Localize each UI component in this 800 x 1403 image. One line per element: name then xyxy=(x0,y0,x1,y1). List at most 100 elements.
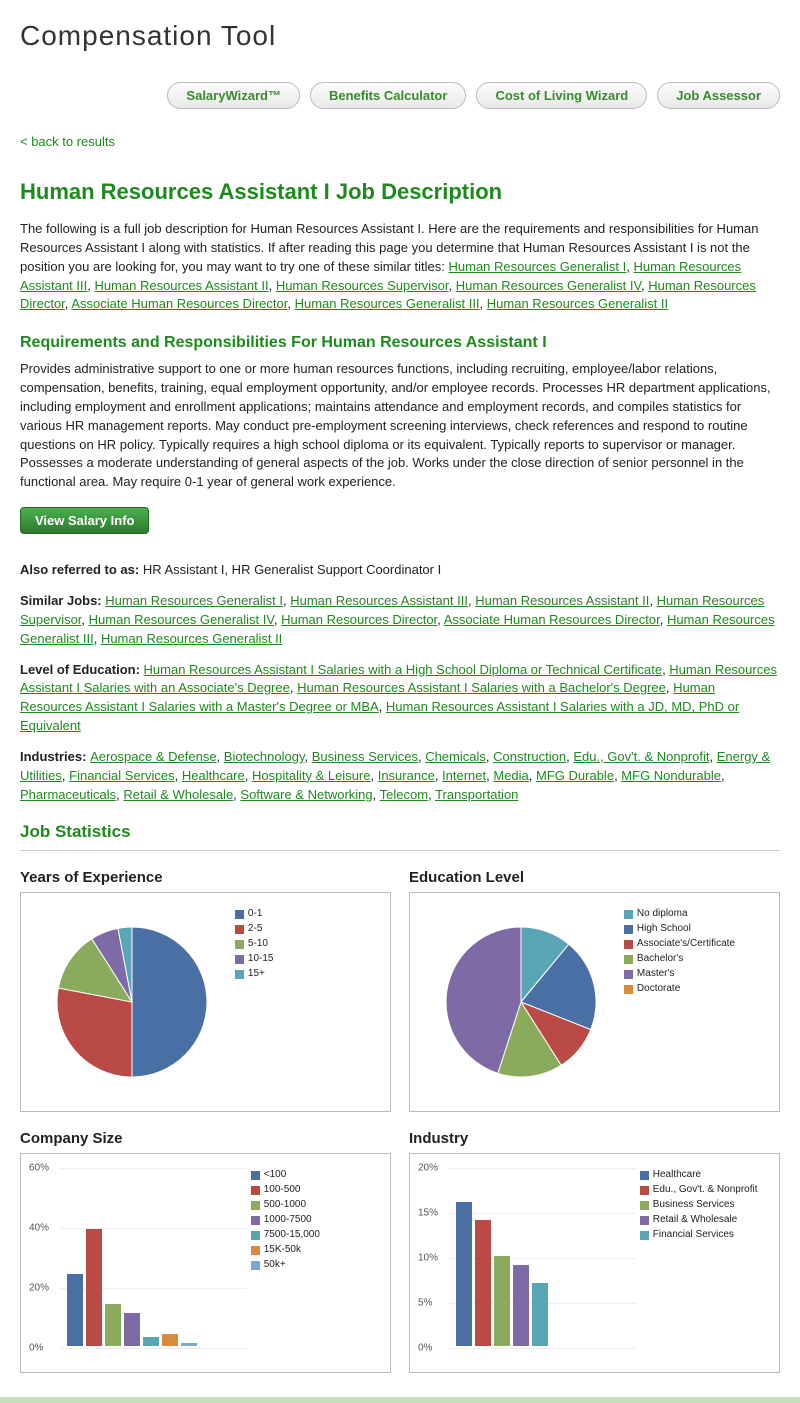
legend-row: 0-1 xyxy=(235,907,382,921)
legend-label: 100-500 xyxy=(264,1183,301,1197)
link[interactable]: Chemicals xyxy=(425,749,486,764)
legend-label: Edu., Gov't. & Nonprofit xyxy=(653,1183,758,1197)
legend-swatch xyxy=(235,910,244,919)
legend-label: Business Services xyxy=(653,1198,735,1212)
link[interactable]: Insurance xyxy=(378,768,435,783)
back-link[interactable]: < back to results xyxy=(20,134,115,149)
legend-row: 15+ xyxy=(235,967,382,981)
legend-swatch xyxy=(235,940,244,949)
requirements-heading: Requirements and Responsibilities For Hu… xyxy=(20,334,780,352)
intro-link[interactable]: Human Resources Assistant II xyxy=(94,278,268,293)
intro-link[interactable]: Human Resources Generalist II xyxy=(487,296,668,311)
y-axis-label: 15% xyxy=(418,1208,438,1219)
link[interactable]: Telecom xyxy=(380,787,428,802)
link[interactable]: Human Resources Generalist I xyxy=(105,593,283,608)
link[interactable]: Human Resources Assistant I Salaries wit… xyxy=(297,680,666,695)
link[interactable]: Retail & Wholesale xyxy=(123,787,233,802)
intro-link[interactable]: Human Resources Supervisor xyxy=(276,278,449,293)
legend-row: Doctorate xyxy=(624,982,771,996)
bar xyxy=(456,1202,472,1346)
y-axis-label: 5% xyxy=(418,1298,432,1309)
legend-label: Healthcare xyxy=(653,1168,701,1182)
link[interactable]: Biotechnology xyxy=(224,749,305,764)
legend-row: 2-5 xyxy=(235,922,382,936)
link[interactable]: Business Services xyxy=(312,749,418,764)
bars-row xyxy=(67,1168,245,1346)
link[interactable]: Human Resources Generalist II xyxy=(101,631,282,646)
y-axis-label: 20% xyxy=(418,1163,438,1174)
bar xyxy=(181,1343,197,1346)
legend-label: 50k+ xyxy=(264,1258,286,1272)
legend-swatch xyxy=(251,1171,260,1180)
link[interactable]: Media xyxy=(493,768,528,783)
legend-row: 5-10 xyxy=(235,937,382,951)
link[interactable]: Human Resources Director xyxy=(281,612,437,627)
nav-pill-2[interactable]: Cost of Living Wizard xyxy=(476,82,647,109)
legend-swatch xyxy=(624,970,633,979)
legend-label: 7500-15,000 xyxy=(264,1228,320,1242)
legend-swatch xyxy=(251,1186,260,1195)
legend-row: Business Services xyxy=(640,1198,771,1212)
nav-pill-3[interactable]: Job Assessor xyxy=(657,82,780,109)
link[interactable]: Healthcare xyxy=(182,768,245,783)
similar-jobs-block: Similar Jobs: Human Resources Generalist… xyxy=(20,592,780,649)
view-salary-button[interactable]: View Salary Info xyxy=(20,507,149,534)
stats-heading: Job Statistics xyxy=(20,822,780,842)
pie-slice xyxy=(132,927,207,1077)
legend-swatch xyxy=(235,970,244,979)
legend-row: 1000-7500 xyxy=(251,1213,382,1227)
legend-label: Associate's/Certificate xyxy=(637,937,735,951)
education-block: Level of Education: Human Resources Assi… xyxy=(20,661,780,736)
intro-link[interactable]: Human Resources Generalist IV xyxy=(456,278,641,293)
link[interactable]: Construction xyxy=(493,749,566,764)
bar xyxy=(513,1265,529,1346)
link[interactable]: Transportation xyxy=(435,787,518,802)
legend-swatch xyxy=(640,1171,649,1180)
link[interactable]: Human Resources Generalist IV xyxy=(89,612,274,627)
intro-link[interactable]: Associate Human Resources Director xyxy=(71,296,287,311)
legend-row: Associate's/Certificate xyxy=(624,937,771,951)
link[interactable]: Associate Human Resources Director xyxy=(444,612,660,627)
link[interactable]: Human Resources Assistant I Salaries wit… xyxy=(144,662,663,677)
y-axis-label: 20% xyxy=(29,1283,49,1294)
legend-swatch xyxy=(251,1216,260,1225)
chart-company-size: Company Size 0%20%40%60%<100100-500500-1… xyxy=(20,1130,391,1373)
link[interactable]: Financial Services xyxy=(69,768,175,783)
link[interactable]: Hospitality & Leisure xyxy=(252,768,371,783)
link[interactable]: Pharmaceuticals xyxy=(20,787,116,802)
aka-value: HR Assistant I, HR Generalist Support Co… xyxy=(139,562,441,577)
legend-label: Financial Services xyxy=(653,1228,734,1242)
page-title: Compensation Tool xyxy=(20,20,780,52)
legend-row: High School xyxy=(624,922,771,936)
link[interactable]: Human Resources Assistant III xyxy=(290,593,468,608)
link[interactable]: Human Resources Assistant II xyxy=(475,593,649,608)
intro-link[interactable]: Human Resources Generalist I xyxy=(449,259,627,274)
link[interactable]: Internet xyxy=(442,768,486,783)
intro-paragraph: The following is a full job description … xyxy=(20,220,780,314)
y-axis-label: 60% xyxy=(29,1163,49,1174)
gridline xyxy=(59,1348,247,1349)
legend-row: Bachelor's xyxy=(624,952,771,966)
legend-swatch xyxy=(640,1231,649,1240)
link[interactable]: Software & Networking xyxy=(240,787,372,802)
link[interactable]: Edu., Gov't. & Nonprofit xyxy=(573,749,709,764)
chart-title: Years of Experience xyxy=(20,869,391,886)
bar xyxy=(86,1229,102,1346)
footer-strip xyxy=(0,1397,800,1403)
nav-pill-0[interactable]: SalaryWizard™ xyxy=(167,82,300,109)
legend-label: 2-5 xyxy=(248,922,262,936)
pie-svg xyxy=(441,902,601,1102)
legend-swatch xyxy=(624,940,633,949)
intro-link[interactable]: Human Resources Generalist III xyxy=(295,296,480,311)
link[interactable]: MFG Nondurable xyxy=(621,768,721,783)
pie-slice xyxy=(57,988,132,1077)
legend-row: 15K-50k xyxy=(251,1243,382,1257)
nav-pill-1[interactable]: Benefits Calculator xyxy=(310,82,466,109)
bars-row xyxy=(456,1168,634,1346)
link[interactable]: MFG Durable xyxy=(536,768,614,783)
legend-row: Healthcare xyxy=(640,1168,771,1182)
y-axis-label: 0% xyxy=(29,1343,43,1354)
legend-label: High School xyxy=(637,922,691,936)
y-axis-label: 0% xyxy=(418,1343,432,1354)
link[interactable]: Aerospace & Defense xyxy=(90,749,216,764)
